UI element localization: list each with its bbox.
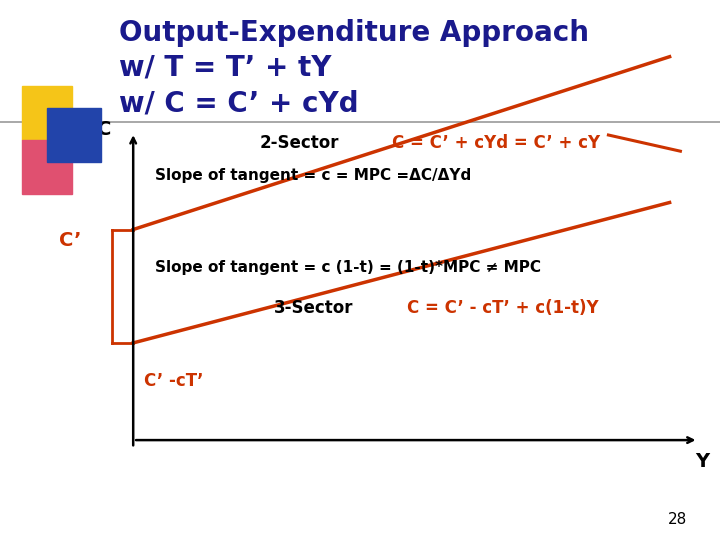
Text: Y: Y [695, 452, 709, 471]
Text: 28: 28 [668, 511, 688, 526]
Text: Slope of tangent = c = MPC =ΔC/ΔYd: Slope of tangent = c = MPC =ΔC/ΔYd [155, 168, 471, 183]
Text: C = C’ - cT’ + c(1-t)Y: C = C’ - cT’ + c(1-t)Y [407, 299, 598, 317]
Text: C: C [97, 120, 112, 139]
Text: C’ -cT’: C’ -cT’ [144, 372, 204, 390]
Bar [47, 108, 101, 162]
Text: w/ C = C’ + cYd: w/ C = C’ + cYd [119, 89, 359, 117]
Bar [22, 86, 72, 140]
Text: 2-Sector: 2-Sector [259, 134, 338, 152]
Text: w/ T = T’ + tY: w/ T = T’ + tY [119, 54, 331, 82]
Bar [22, 140, 72, 194]
Text: C’: C’ [59, 231, 82, 250]
Text: Slope of tangent = c (1-t) = (1-t)*MPC ≠ MPC: Slope of tangent = c (1-t) = (1-t)*MPC ≠… [155, 260, 541, 275]
Text: 3-Sector: 3-Sector [274, 299, 353, 317]
Text: Output-Expenditure Approach: Output-Expenditure Approach [119, 19, 589, 47]
Text: C = C’ + cYd = C’ + cY: C = C’ + cYd = C’ + cY [392, 134, 600, 152]
